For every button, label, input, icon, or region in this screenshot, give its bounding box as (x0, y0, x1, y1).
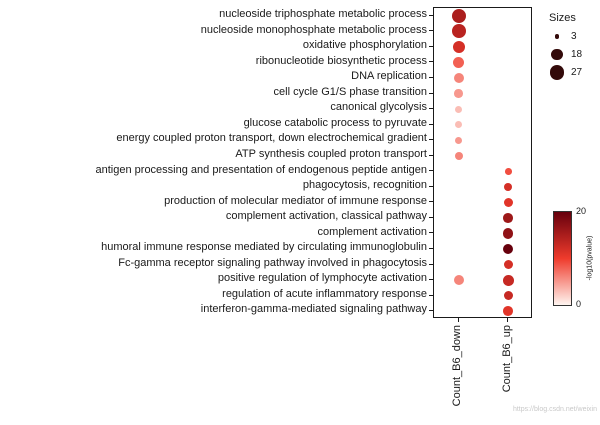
data-point (455, 105, 463, 113)
colorbar-gradient (553, 211, 572, 306)
data-point (453, 275, 464, 286)
y-tick (429, 216, 433, 218)
data-point (503, 290, 513, 301)
data-point (503, 259, 513, 270)
size-legend-dot-holder (549, 65, 565, 80)
y-tick (429, 310, 433, 312)
data-point (454, 151, 463, 160)
y-axis-label: complement activation, classical pathway (225, 210, 427, 223)
x-tick (457, 318, 459, 322)
y-axis-label: humoral immune response mediated by circ… (101, 241, 427, 254)
y-tick (429, 76, 433, 78)
y-axis-label: DNA replication (351, 70, 427, 83)
y-tick (429, 139, 433, 141)
size-legend-item: 18 (549, 47, 582, 62)
size-legend-dot (554, 34, 560, 39)
data-point (454, 89, 463, 98)
y-tick (429, 185, 433, 187)
data-point (453, 56, 465, 69)
colorbar-title: -log10(pvalue) (586, 235, 594, 281)
data-point (503, 306, 514, 317)
y-tick (429, 232, 433, 234)
y-axis-label: cell cycle G1/S phase transition (273, 85, 427, 98)
y-tick (429, 294, 433, 296)
y-tick (429, 201, 433, 203)
data-point (453, 72, 464, 84)
y-axis-label: energy coupled proton transport, down el… (116, 132, 427, 145)
size-legend-value: 3 (571, 31, 577, 42)
data-point (503, 213, 514, 223)
y-axis-label: regulation of acute inflammatory respons… (222, 287, 427, 300)
x-tick (507, 318, 509, 322)
data-point (455, 121, 463, 129)
data-point (451, 8, 466, 23)
y-axis-label: oxidative phosphorylation (302, 39, 427, 52)
y-tick (429, 279, 433, 281)
colorbar-min-label: 0 (576, 299, 582, 309)
size-legend-value: 18 (571, 49, 583, 60)
data-point (504, 167, 512, 175)
size-legend-item: 27 (549, 65, 582, 80)
data-point (455, 136, 463, 144)
y-axis-label: Fc-gamma receptor signaling pathway invo… (118, 256, 427, 269)
size-legend: Sizes 3 18 27 (549, 12, 582, 83)
x-axis-label: Count_B6_down (451, 325, 464, 407)
watermark-text: https://blog.csdn.net/weixin (512, 406, 597, 413)
size-legend-item: 3 (549, 29, 582, 44)
y-tick (429, 108, 433, 110)
y-tick (429, 14, 433, 16)
data-point (451, 24, 466, 39)
y-axis-label: production of molecular mediator of immu… (164, 194, 427, 207)
y-axis-label: complement activation (317, 225, 427, 238)
size-legend-items: 3 18 27 (549, 29, 582, 80)
y-tick (429, 263, 433, 265)
y-tick (429, 154, 433, 156)
y-tick (429, 45, 433, 47)
y-tick (429, 248, 433, 250)
colorbar-max-label: 20 (576, 206, 587, 216)
size-legend-title: Sizes (549, 12, 576, 24)
y-tick (429, 61, 433, 63)
y-axis-label: phagocytosis, recognition (302, 179, 427, 192)
y-axis-label: ATP synthesis coupled proton transport (235, 147, 427, 160)
y-axis-label: ribonucleotide biosynthetic process (255, 54, 427, 67)
y-tick (429, 30, 433, 32)
data-point (503, 228, 514, 239)
y-axis-label: nucleoside monophosphate metabolic proce… (200, 23, 427, 36)
data-point (502, 274, 514, 286)
y-axis-label: glucose catabolic process to pyruvate (243, 116, 427, 129)
y-tick (429, 123, 433, 125)
size-legend-dot-holder (549, 48, 565, 61)
y-axis-label: positive regulation of lymphocyte activa… (217, 272, 427, 285)
y-tick (429, 92, 433, 94)
size-legend-dot-holder (549, 34, 565, 39)
y-axis-label: interferon-gamma-mediated signaling path… (200, 303, 427, 316)
y-axis-label: antigen processing and presentation of e… (95, 163, 427, 176)
y-tick (429, 170, 433, 172)
data-point (504, 182, 513, 191)
data-point (452, 40, 465, 53)
size-legend-dot (551, 48, 563, 61)
size-legend-dot (549, 65, 564, 80)
y-axis-label: nucleoside triphosphate metabolic proces… (219, 8, 427, 20)
size-legend-value: 27 (571, 67, 583, 78)
plot-panel (433, 7, 532, 318)
data-point (503, 243, 514, 255)
y-axis-label: canonical glycolysis (330, 101, 427, 114)
x-axis-label: Count_B6_up (500, 325, 513, 393)
data-point (503, 197, 513, 208)
